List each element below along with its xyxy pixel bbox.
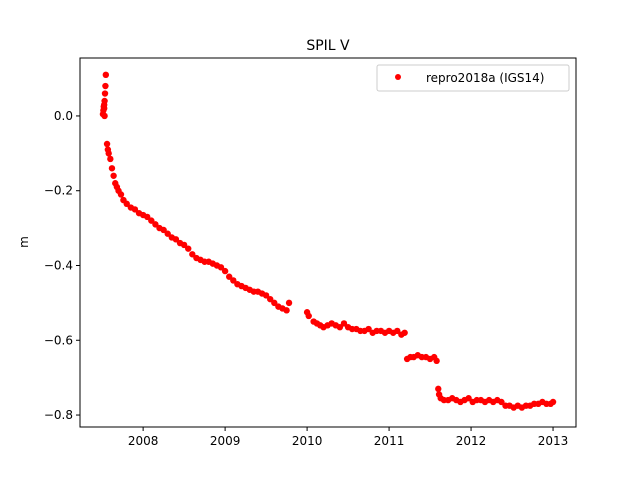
data-point: [110, 172, 117, 179]
data-point: [131, 206, 139, 213]
data-point: [435, 385, 442, 393]
data-point: [180, 241, 188, 249]
data-point: [101, 90, 109, 97]
legend: repro2018a (IGS14): [376, 64, 570, 92]
x-tick-label: 2009: [210, 434, 241, 448]
x-tick-label: 2012: [456, 434, 487, 448]
data-point: [271, 299, 278, 307]
data-point: [217, 264, 225, 271]
x-axis: 2008 2009 2010 2011 2012 2013: [128, 427, 568, 448]
y-tick-label: −0.6: [44, 333, 73, 347]
data-point: [221, 267, 229, 275]
data-point: [152, 221, 159, 228]
data-point: [365, 325, 372, 333]
data-point: [123, 200, 130, 208]
y-axis-label: m: [17, 236, 31, 248]
data-point: [401, 329, 408, 336]
data-point: [105, 150, 112, 157]
data-point: [394, 327, 401, 335]
plot-frame: [79, 57, 577, 428]
data-point: [262, 292, 270, 299]
data-point: [549, 398, 557, 406]
data-point: [305, 312, 312, 320]
legend-label: repro2018a (IGS14): [426, 71, 544, 85]
y-tick-label: 0.0: [54, 109, 73, 123]
data-point: [102, 82, 109, 90]
data-point: [230, 277, 237, 284]
y-axis: 0.0 −0.2 −0.4 −0.6 −0.8: [44, 109, 80, 422]
data-point: [117, 191, 125, 198]
data-point: [185, 245, 192, 252]
x-tick-label: 2013: [538, 434, 569, 448]
data-point: [144, 213, 151, 221]
data-point: [148, 217, 155, 224]
data-point: [498, 398, 505, 406]
data-point: [433, 357, 440, 365]
data-point: [164, 230, 171, 237]
chart-title: SPIL V: [306, 38, 350, 54]
data-point: [336, 323, 344, 331]
data-point: [283, 307, 290, 314]
data-point: [108, 165, 116, 172]
legend-box: [376, 64, 570, 92]
x-tick-label: 2010: [292, 434, 323, 448]
data-point: [340, 320, 348, 327]
data-point: [102, 71, 110, 79]
y-tick-label: −0.4: [44, 258, 73, 272]
data-point: [101, 97, 108, 105]
data-point: [172, 236, 180, 243]
data-point: [226, 273, 233, 280]
data-points: [99, 71, 557, 411]
data-point: [103, 140, 111, 148]
data-point: [160, 226, 167, 234]
data-point: [285, 299, 293, 307]
data-point: [101, 112, 108, 120]
data-point: [100, 105, 108, 112]
data-point: [189, 251, 196, 258]
legend-marker: [395, 74, 401, 80]
y-tick-label: −0.2: [44, 184, 73, 198]
y-tick-label: −0.8: [44, 408, 73, 422]
data-point: [465, 395, 472, 402]
data-point: [107, 155, 114, 163]
x-tick-label: 2011: [374, 434, 405, 448]
x-tick-label: 2008: [128, 434, 159, 448]
data-point: [267, 295, 274, 303]
